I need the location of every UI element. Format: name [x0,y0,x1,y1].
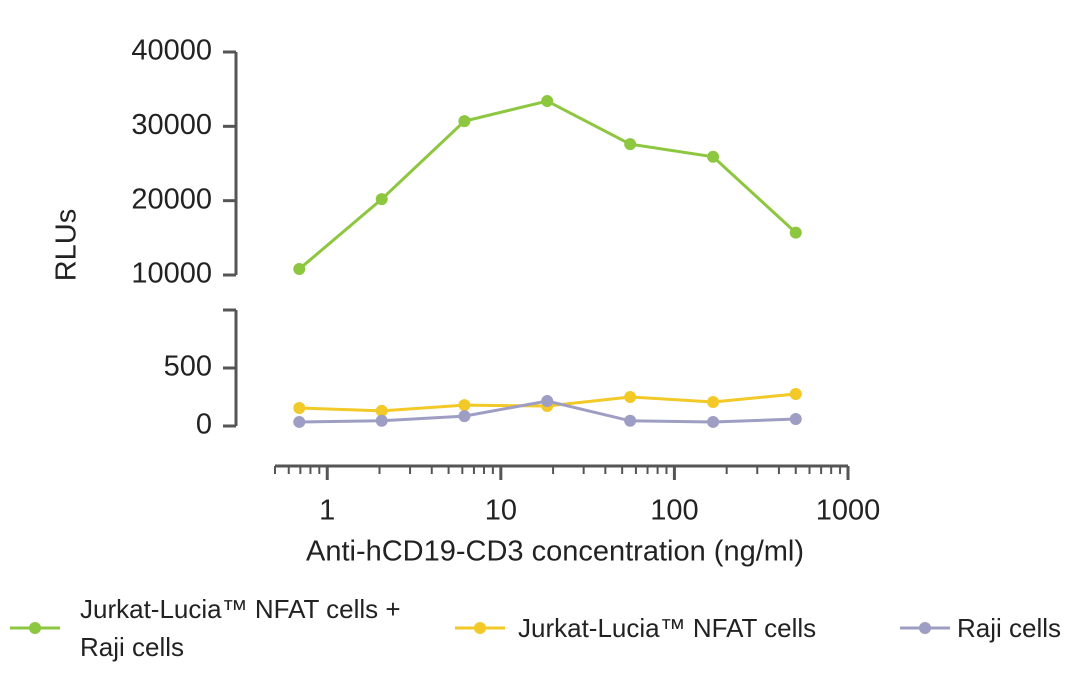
data-point [707,395,720,408]
data-point [541,95,554,108]
data-point [541,395,554,408]
y-tick-label: 0 [196,409,212,441]
data-point [458,410,471,423]
data-point [375,414,388,427]
data-point [293,263,306,276]
data-point [624,138,637,151]
data-point [375,404,388,417]
y-tick-label: 10000 [131,258,212,290]
data-point [293,402,306,415]
data-point [789,413,802,426]
data-point [458,399,471,412]
data-point [707,150,720,163]
y-tick-label: 20000 [131,183,212,215]
data-point [375,193,388,206]
x-tick-label: 1 [319,495,335,527]
series-line [298,99,797,271]
data-point [624,391,637,403]
data-point [789,226,802,239]
data-point [789,387,802,400]
legend-marker [29,622,41,634]
x-tick-label: 100 [650,495,698,527]
x-axis-label: Anti-hCD19-CD3 concentration (ng/ml) [306,536,804,568]
data-point [624,414,637,427]
y-tick-label: 30000 [131,109,212,141]
legend-label: Jurkat-Lucia™ NFAT cells + Raji cells [80,594,401,662]
legend-marker [474,622,486,634]
y-tick-label: 500 [164,351,212,383]
data-point [293,415,306,428]
x-tick-label: 10 [485,495,517,527]
legend-marker [919,622,931,634]
legend-label: Raji cells [957,613,1062,643]
data-point [458,115,471,128]
legend-label: Jurkat-Lucia™ NFAT cells [518,613,817,643]
data-point [707,415,720,428]
x-tick-label: 1000 [816,495,881,527]
y-axis-label: RLUs [51,209,83,282]
y-tick-label: 40000 [131,35,212,67]
